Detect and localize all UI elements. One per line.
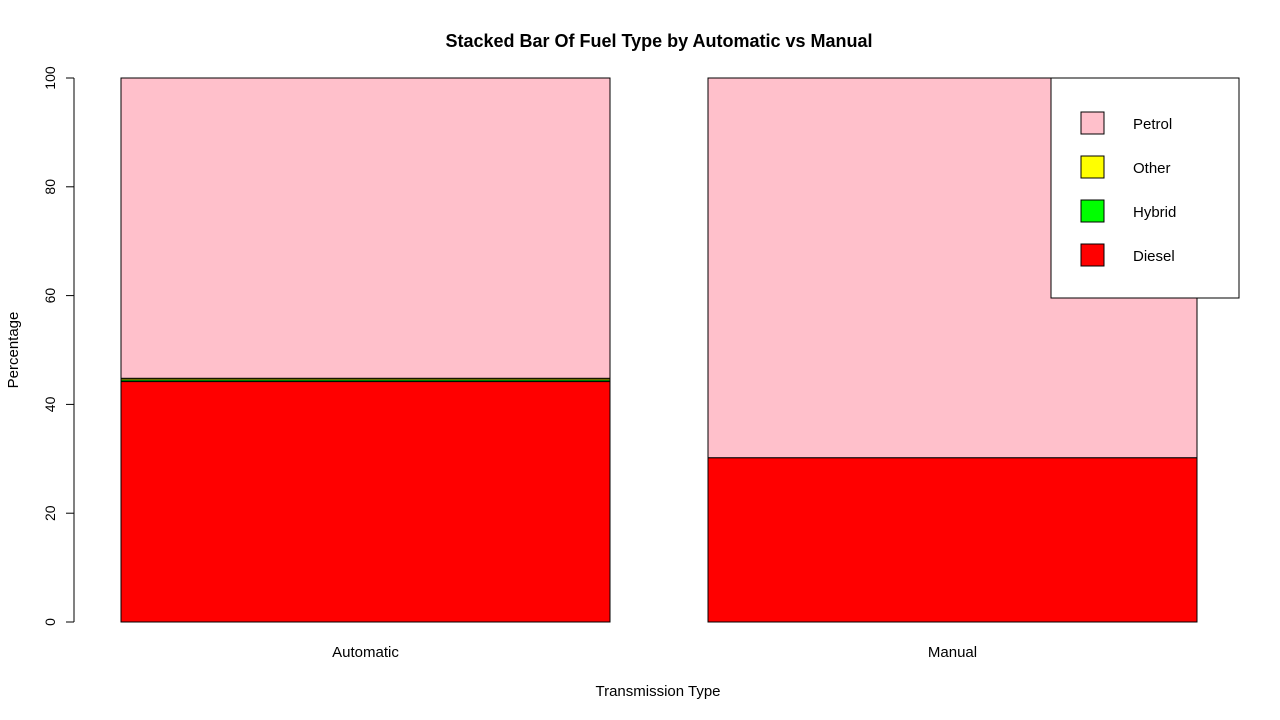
y-tick-label: 60 bbox=[42, 288, 58, 304]
legend-swatch-other bbox=[1080, 155, 1105, 179]
bar-segment-automatic-diesel bbox=[120, 381, 611, 623]
y-tick-label: 0 bbox=[42, 618, 58, 626]
y-tick-label: 20 bbox=[42, 505, 58, 521]
legend-box bbox=[1050, 77, 1240, 299]
x-tick-label: Automatic bbox=[332, 644, 399, 661]
y-tick-label: 40 bbox=[42, 396, 58, 412]
bar-segment-automatic-petrol bbox=[120, 77, 611, 379]
x-axis-label: Transmission Type bbox=[595, 683, 720, 700]
x-tick-label: Manual bbox=[928, 644, 977, 661]
y-tick-label: 80 bbox=[42, 179, 58, 195]
legend-label-other: Other bbox=[1133, 160, 1171, 177]
legend-swatch-diesel bbox=[1080, 243, 1105, 267]
legend-label-diesel: Diesel bbox=[1133, 248, 1175, 265]
legend-label-hybrid: Hybrid bbox=[1133, 204, 1176, 221]
chart-title: Stacked Bar Of Fuel Type by Automatic vs… bbox=[445, 31, 872, 51]
y-tick-label: 100 bbox=[42, 66, 58, 90]
y-axis: 0 20 40 60 80 100 bbox=[42, 66, 75, 626]
legend-label-petrol: Petrol bbox=[1133, 116, 1172, 133]
legend: Petrol Other Hybrid Diesel bbox=[1050, 77, 1240, 299]
legend-swatch-hybrid bbox=[1080, 199, 1105, 223]
bars bbox=[120, 77, 1198, 623]
bar-segment-manual-diesel bbox=[707, 457, 1198, 623]
legend-swatch-petrol bbox=[1080, 111, 1105, 135]
x-tick-labels: Automatic Manual bbox=[332, 644, 977, 661]
y-axis-label: Percentage bbox=[5, 312, 22, 389]
